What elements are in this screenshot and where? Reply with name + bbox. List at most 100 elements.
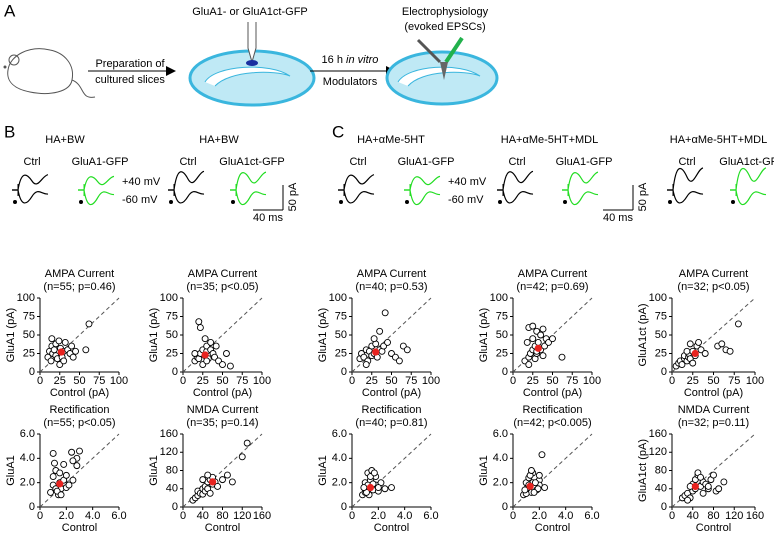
x-tick-label: 120 [233, 510, 251, 522]
y-tick-label: 0 [29, 366, 35, 378]
scale-label: 50 pA [637, 182, 649, 211]
data-point [529, 335, 537, 343]
scale-label: 50 pA [287, 182, 299, 211]
arrow-head [166, 66, 176, 76]
data-point [527, 467, 535, 474]
data-point [529, 322, 537, 330]
step-cond: in vitro [346, 54, 378, 66]
data-point [48, 335, 56, 343]
y-tick-label: 75 [655, 310, 667, 322]
data-point [82, 346, 90, 354]
data-point [376, 327, 384, 335]
y-tick-label: 100 [490, 292, 508, 304]
x-tick-label: 6.0 [584, 510, 599, 522]
trace [730, 189, 767, 206]
recording-dish [385, 36, 499, 106]
trace-label: GluA1-GFP [556, 156, 613, 168]
condition-title: HA+αMe-5HT+MDL [670, 134, 767, 146]
y-tick-label: 6.0 [332, 428, 347, 440]
condition-title: HA+αMe-5HT+MDL [501, 134, 598, 146]
data-point [60, 460, 68, 468]
data-point [384, 338, 391, 346]
data-point [219, 361, 226, 369]
x-tick-label: 4.0 [397, 510, 412, 522]
chart-subtitle: (n=42; p<0.005) [513, 417, 591, 429]
stim-dot [13, 200, 17, 204]
chart-title: AMPA Current [518, 268, 588, 280]
data-point [538, 451, 546, 459]
x-tick-label: 4.0 [85, 510, 100, 522]
y-tick-label: 50 [655, 329, 667, 341]
data-point [726, 347, 734, 355]
mean-point [526, 482, 534, 490]
y-tick-label: 80 [655, 464, 667, 476]
x-axis-label: Control (pA) [684, 387, 743, 399]
x-tick-label: 6.0 [111, 510, 126, 522]
y-tick-label: 4.0 [20, 452, 35, 464]
data-point [47, 488, 54, 496]
x-tick-label: 25 [197, 375, 209, 387]
data-point [226, 362, 234, 370]
trace-label: Ctrl [349, 156, 366, 168]
chart-subtitle: (n=32; p<0.05) [677, 281, 749, 293]
y-tick-label: 2.0 [332, 477, 347, 489]
trace [78, 189, 115, 206]
y-tick-label: 0 [341, 501, 347, 513]
trace-label: GluA1ct-GFP [219, 156, 284, 168]
trace [338, 189, 375, 204]
data-point [381, 485, 389, 493]
data-point [207, 338, 215, 346]
data-point [718, 340, 726, 348]
data-point [525, 361, 533, 369]
data-point [85, 320, 93, 328]
data-point [60, 357, 68, 365]
x-tick-label: 0 [510, 375, 516, 387]
trace [497, 189, 534, 204]
y-tick-label: 0 [661, 501, 667, 513]
data-point [699, 489, 707, 497]
x-tick-label: 25 [527, 375, 539, 387]
x-tick-label: 50 [546, 375, 558, 387]
stim-dot [498, 200, 502, 204]
data-point [206, 489, 214, 497]
slice [204, 66, 291, 87]
trace [562, 171, 599, 191]
trace [667, 167, 704, 191]
data-point [201, 335, 209, 343]
injection [246, 60, 258, 66]
y-tick-label: 100 [17, 292, 35, 304]
y-tick-label: 80 [166, 464, 178, 476]
data-point [734, 320, 742, 328]
x-axis-label: Control [374, 522, 409, 534]
dish [188, 22, 316, 107]
trace-label: Ctrl [508, 156, 525, 168]
chart-subtitle: (n=32; p=0.11) [678, 417, 749, 429]
y-tick-label: 75 [166, 310, 178, 322]
chart-subtitle: (n=35; p=0.14) [186, 417, 258, 429]
identity-line [671, 297, 756, 373]
data-point [72, 347, 80, 355]
x-axis-label: Control (pA) [362, 387, 421, 399]
x-tick-label: 0 [37, 510, 43, 522]
trace-label: Ctrl [678, 156, 695, 168]
x-axis-label: Control (pA) [523, 387, 582, 399]
condition-title: HA+BW [45, 134, 85, 146]
trace-label: GluA1-GFP [398, 156, 455, 168]
mouse-body [7, 48, 74, 94]
data-point [228, 478, 236, 486]
chart-subtitle: (n=40; p=0.53) [355, 281, 427, 293]
step-text: Preparation of [95, 58, 165, 70]
trace [667, 189, 704, 204]
trace [338, 174, 375, 191]
y-axis-label: GluA1ct (pA) [637, 439, 649, 502]
data-point [69, 476, 77, 484]
data-point [530, 488, 538, 496]
data-point [395, 357, 403, 365]
data-point [523, 338, 531, 346]
data-point [51, 459, 58, 467]
x-axis-label: Control (pA) [193, 387, 252, 399]
data-point [49, 450, 57, 457]
data-point [689, 359, 697, 367]
voltage-label: +40 mV [122, 176, 161, 188]
y-tick-label: 6.0 [493, 428, 508, 440]
